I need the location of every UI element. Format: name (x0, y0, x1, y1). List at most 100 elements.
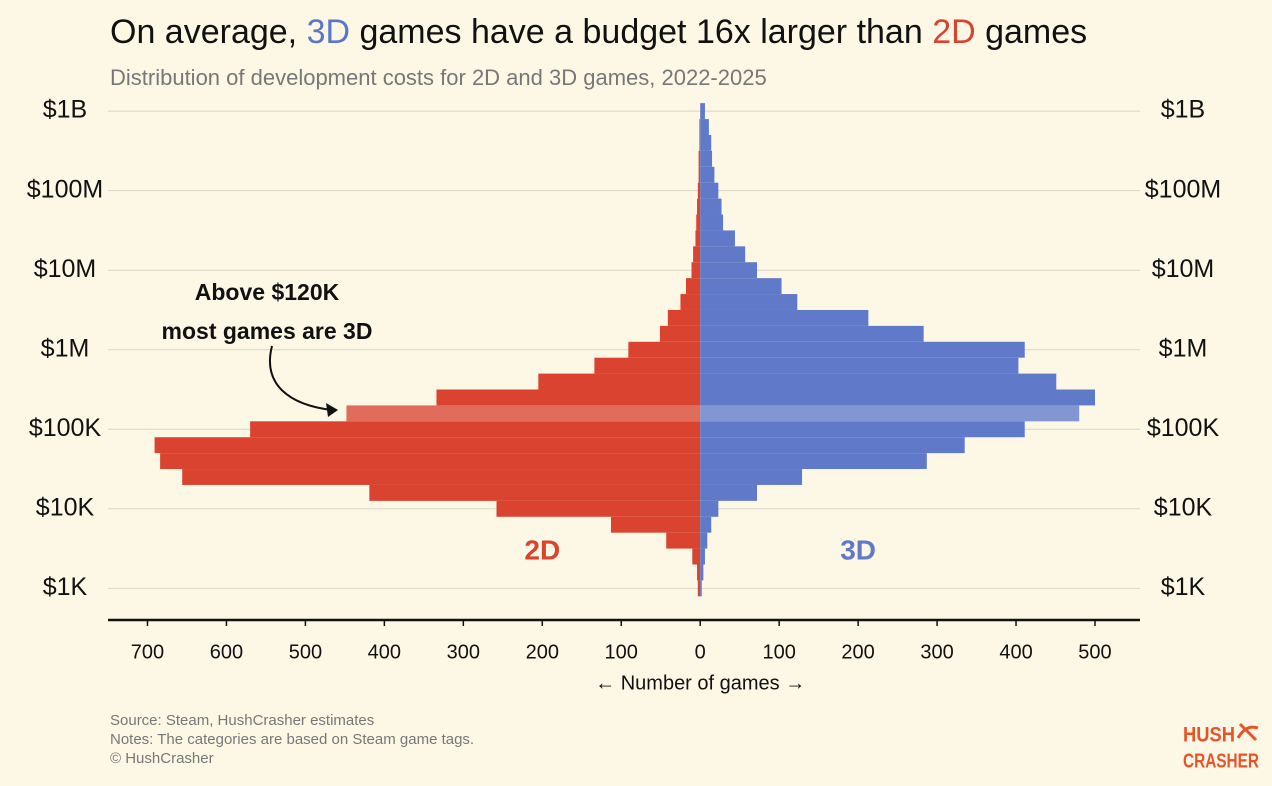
highlight-band (700, 405, 1080, 422)
bar (692, 548, 701, 565)
bar (700, 469, 803, 485)
chart-title: On average, 3D games have a budget 16x l… (110, 13, 1087, 51)
title-part: 3D (307, 13, 350, 51)
bar (695, 230, 701, 247)
y-tick-label-left: $10M (34, 255, 97, 283)
logo (1236, 722, 1259, 742)
bar (666, 532, 701, 549)
bar (697, 580, 701, 597)
bar (697, 182, 701, 199)
bar (250, 421, 701, 438)
bar (700, 580, 702, 597)
x-tick-label: 200 (841, 641, 874, 663)
x-tick-label: 100 (605, 641, 638, 663)
x-tick-label: 300 (447, 641, 480, 663)
x-tick-label: 500 (1078, 641, 1111, 663)
y-tick-label-right: $100M (1145, 175, 1221, 203)
bar (699, 134, 701, 151)
x-tick-label: 400 (999, 641, 1032, 663)
footer-text: Notes: The categories are based on Steam… (110, 731, 474, 748)
annotation-arrowhead (326, 403, 338, 417)
y-tick-label-left: $100M (27, 175, 103, 203)
bar (700, 484, 758, 501)
y-tick-label-left: $1K (43, 573, 88, 601)
bar (700, 453, 927, 470)
x-tick-label: 600 (210, 641, 243, 663)
bar (698, 150, 701, 167)
bar (693, 246, 701, 263)
bar (700, 150, 713, 167)
bar (700, 198, 722, 215)
bar (698, 166, 701, 183)
bar (700, 166, 715, 183)
annotation-text: Above $120K (195, 279, 340, 305)
logo-icon (1236, 722, 1259, 742)
bar (160, 453, 701, 470)
footer-text: Source: Steam, HushCrasher estimates (110, 712, 374, 729)
bar (700, 214, 724, 231)
chart-subtitle: Distribution of development costs for 2D… (110, 65, 767, 90)
highlight-band (346, 405, 701, 422)
y-tick-label-right: $100K (1147, 414, 1220, 442)
bar (700, 182, 719, 199)
series-label: 3D (840, 534, 876, 565)
title-part: On average, (110, 13, 307, 51)
y-tick-label-left: $1B (43, 96, 87, 124)
bar (700, 230, 735, 247)
bar (696, 214, 701, 231)
y-tick-label-right: $10M (1152, 255, 1215, 283)
bar (680, 294, 701, 310)
bar (154, 437, 701, 454)
bar (700, 405, 1080, 422)
x-tick-label: 300 (920, 641, 953, 663)
x-tick-label: 500 (289, 641, 322, 663)
x-axis-label: ← Number of games → (595, 672, 805, 694)
bar (697, 198, 701, 215)
bar (700, 548, 705, 565)
bar (700, 421, 1025, 438)
logo-text: HUSH (1183, 724, 1235, 747)
bar (700, 564, 704, 581)
x-tick-label: 700 (131, 641, 164, 663)
title-part: games (976, 13, 1088, 51)
bar (436, 389, 701, 406)
bar (496, 500, 701, 517)
y-tick-label-right: $1B (1161, 96, 1205, 124)
bar (700, 278, 782, 295)
title-part: games have a budget 16x larger than (350, 13, 932, 51)
bar (700, 373, 1057, 390)
bar (659, 325, 701, 342)
annotation-text: most games are 3D (162, 318, 373, 344)
bar (700, 119, 709, 135)
bar (700, 325, 924, 342)
bar (699, 119, 701, 135)
y-tick-label-right: $10K (1154, 493, 1213, 521)
bar (700, 500, 719, 517)
bar (700, 309, 869, 326)
bar (700, 246, 746, 263)
bar (538, 373, 701, 390)
x-tick-label: 100 (762, 641, 795, 663)
annotation-arrow (269, 345, 333, 411)
bar (610, 516, 701, 533)
bar (346, 405, 701, 422)
bar (700, 437, 965, 454)
y-tick-label-left: $1M (41, 334, 90, 362)
bar (700, 357, 1019, 374)
series-label: 2D (524, 534, 560, 565)
bar (700, 103, 705, 120)
y-tick-label-right: $1M (1159, 334, 1208, 362)
bar (700, 134, 712, 151)
x-tick-label: 0 (695, 641, 706, 663)
bar (700, 262, 758, 279)
bar (700, 532, 708, 549)
bar (628, 341, 701, 358)
x-tick-label: 200 (526, 641, 559, 663)
y-tick-label-left: $10K (36, 493, 95, 521)
x-tick-label: 400 (368, 641, 401, 663)
footer-text: © HushCrasher (110, 750, 214, 767)
bar (594, 357, 701, 374)
bar (182, 469, 701, 485)
bar (700, 516, 712, 533)
